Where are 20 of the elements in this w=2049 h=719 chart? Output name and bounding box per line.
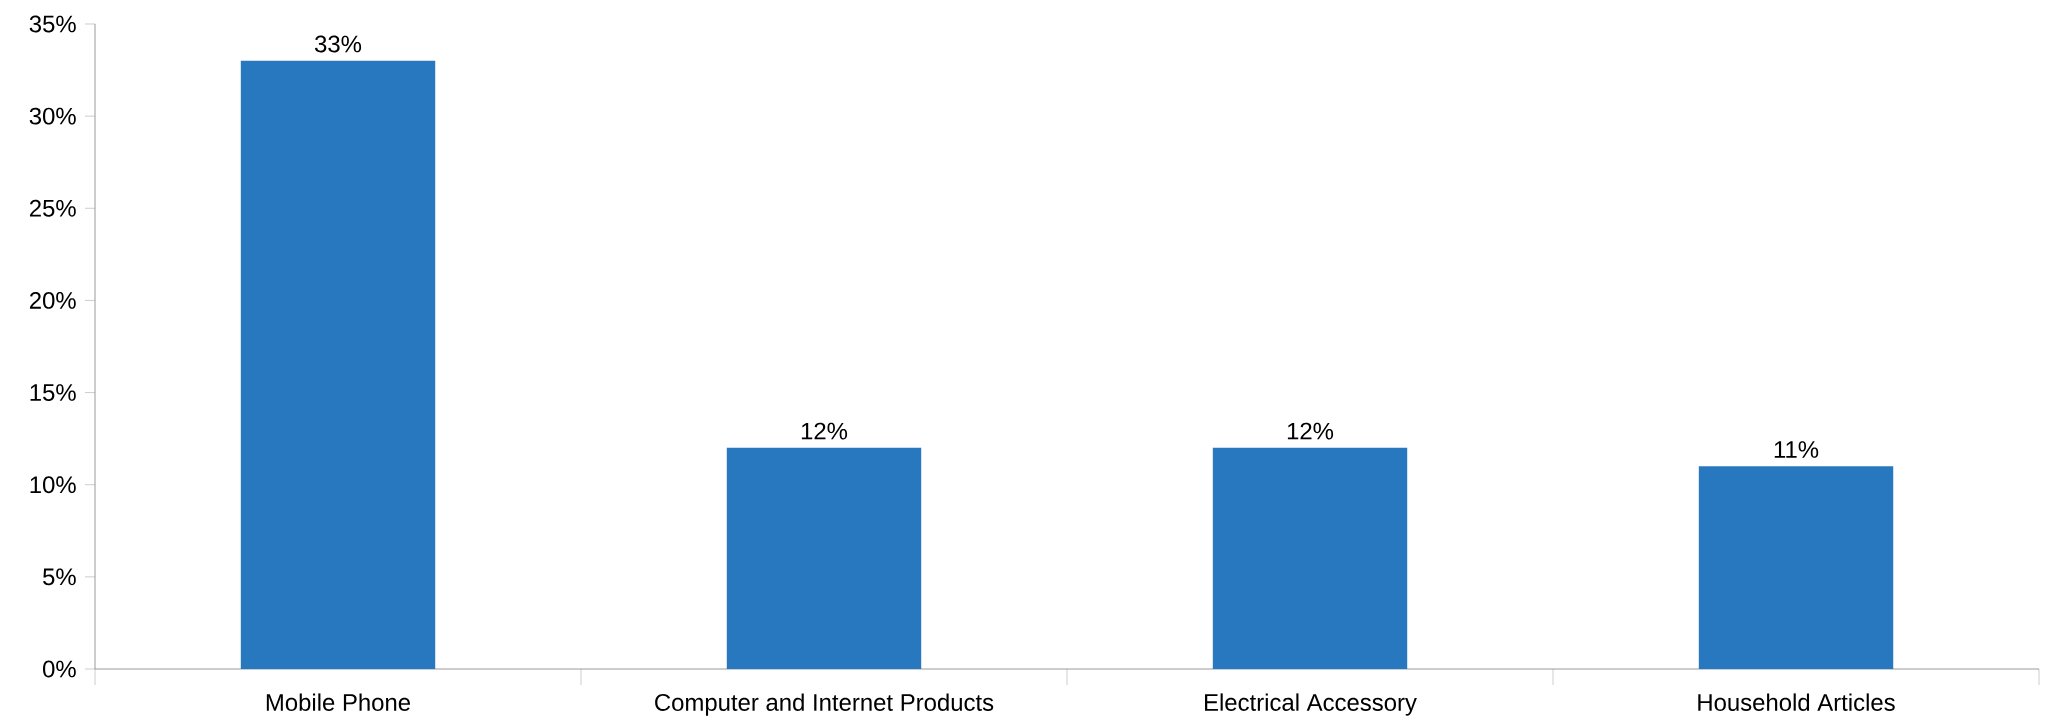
y-tick-label: 15% [30,384,76,401]
y-tick-label: 0% [43,660,76,678]
y-tick-label: 35% [29,15,76,33]
y-tick-label: 10% [30,476,76,494]
bar [726,447,922,669]
data-label: 12% [801,422,848,440]
data-label: 11% [1774,441,1819,458]
y-tick-label: 30% [29,107,76,125]
y-tick-label: 20% [29,291,76,309]
data-label: 33% [314,35,362,53]
x-tick-label: Electrical Accessory [1205,693,1417,716]
x-tick-label: Computer and Internet Products [655,693,994,716]
y-tick-label: 25% [29,199,76,217]
bar [240,60,436,669]
bar [1212,447,1408,669]
data-label: 12% [1287,422,1334,440]
x-tick-label: Household Articles [1698,693,1895,711]
x-tick-label: Mobile Phone [266,693,410,711]
bar [1698,466,1894,669]
y-tick-label: 5% [43,568,76,586]
